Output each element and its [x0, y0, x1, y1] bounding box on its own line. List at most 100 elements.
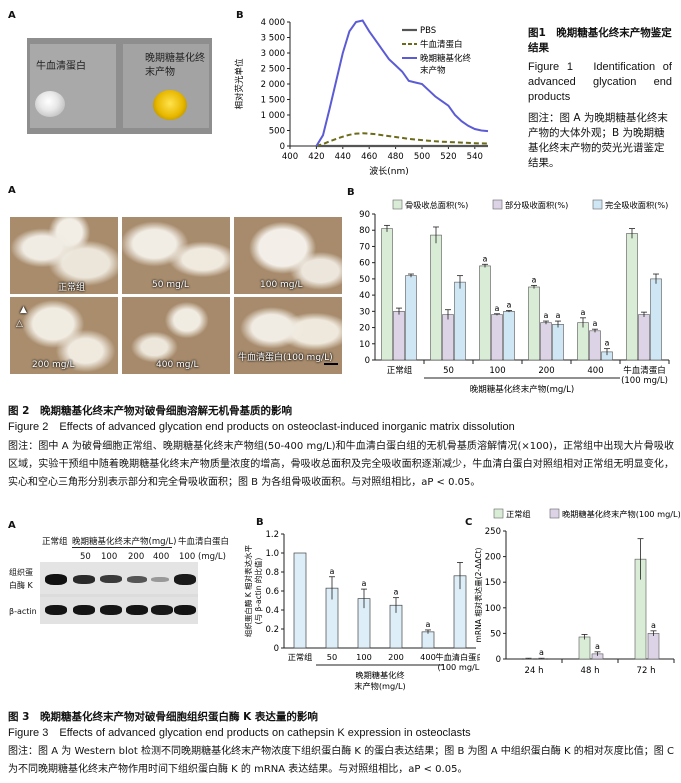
blot-conc-bsa: 100 — [179, 552, 196, 562]
x-tick-label: 400 — [587, 366, 603, 376]
bar — [381, 228, 393, 361]
fig1-panel-a-letter: A — [8, 10, 16, 21]
fig2-photo-100: 100 mg/L — [234, 217, 342, 294]
fig1-caption-zh-title: 图1 晚期糖基化终末产物鉴定结果 — [528, 27, 672, 54]
y-tick-label: 50 — [359, 275, 370, 285]
group-label: 晚期糖基化终 — [355, 670, 404, 680]
y-tick-label: 0 — [274, 644, 279, 654]
x-tick-label: 400 — [282, 152, 298, 162]
y-tick-label: 60 — [359, 259, 370, 269]
x-tick-label: 牛血清白蛋白 — [435, 652, 480, 662]
legend-label: 骨吸收总面积(%) — [405, 200, 468, 210]
legend-label: 完全吸收面积(%) — [605, 200, 668, 210]
significance-mark: a — [556, 311, 561, 320]
y-tick-label: 0 — [365, 356, 370, 366]
bar — [647, 633, 660, 660]
significance-mark: a — [394, 588, 399, 597]
bar — [552, 324, 564, 361]
y-tick-label: 70 — [359, 242, 370, 252]
bar — [540, 322, 552, 361]
vial-clear — [35, 91, 65, 117]
x-tick-label: 500 — [414, 152, 430, 162]
y-tick-label: 500 — [269, 127, 285, 137]
fig2-triangle-solid: ▲ — [20, 305, 27, 315]
fig3-panel-c-letter: C — [465, 517, 473, 528]
y-tick-label: 40 — [359, 291, 370, 301]
fig2-photo-normal: 正常组 — [10, 217, 118, 294]
legend-label: 晚期糖基化终末产物(100 mg/L) — [562, 509, 680, 519]
x-tick-label: 50 — [443, 366, 454, 376]
bar — [638, 314, 650, 361]
fig1-vials-photo: 牛血清蛋白 晚期糖基化终末产物 — [27, 38, 212, 134]
y-tick-label: 1 500 — [261, 96, 285, 106]
y-tick-label: 2 500 — [261, 65, 285, 75]
blot-conc-400: 400 — [153, 552, 170, 562]
fig2-label-400: 400 mg/L — [156, 360, 199, 370]
significance-mark: a — [330, 567, 335, 576]
y-tick-label: 0.8 — [265, 568, 279, 578]
y-axis-label: 相对荧光单位 — [234, 58, 245, 110]
blot-conc-50: 50 — [80, 552, 91, 562]
fig2-panel-b-letter: B — [347, 187, 355, 198]
y-tick-label: 1 000 — [261, 111, 285, 121]
significance-mark: a — [651, 621, 656, 630]
legend-swatch-1 — [549, 508, 560, 519]
legend-swatch-1 — [492, 199, 503, 210]
blot-label-actin: β-actin — [9, 607, 37, 616]
bar — [393, 311, 405, 361]
fig2-photo-50: 50 mg/L — [122, 217, 230, 294]
y-tick-label: 0 — [280, 142, 285, 152]
x-tick-label: 正常组 — [387, 365, 413, 376]
bar — [442, 314, 454, 361]
x-tick-label: 440 — [335, 152, 351, 162]
y-tick-label: 90 — [359, 210, 370, 220]
y-tick-label: 20 — [359, 324, 370, 334]
x-tick-label: 200 — [538, 366, 554, 376]
bar — [430, 234, 442, 361]
bar — [454, 281, 466, 361]
x-tick-label: 牛血清蛋白 — [623, 365, 666, 376]
fig3-caption-zh-title: 图 3 晚期糖基化终末产物对破骨细胞组织蛋白酶 K 表达量的影响 — [8, 711, 318, 723]
y-tick-label: 3 500 — [261, 34, 285, 44]
fig3-blot-header: 正常组 晚期糖基化终末产物(mg/L) 牛血清白蛋白 50 100 200 40… — [8, 535, 233, 565]
y-tick-label: 0.6 — [265, 587, 279, 597]
x-axis-label: 波长(nm) — [369, 165, 409, 177]
bar — [421, 631, 435, 649]
x-tick-label: 480 — [387, 152, 403, 162]
blot-conc-unit: (mg/L) — [198, 552, 226, 562]
blot-conc-100: 100 — [101, 552, 118, 562]
x-tick-label: 100 — [489, 366, 505, 376]
x-tick-label: 24 h — [525, 666, 544, 676]
group-label: 晚期糖基化终末产物(mg/L) — [470, 384, 574, 395]
y-tick-label: 250 — [485, 527, 501, 537]
fig2-label-100: 100 mg/L — [260, 280, 303, 290]
significance-mark: a — [581, 308, 586, 317]
y-tick-label: 50 — [490, 629, 501, 639]
bar — [589, 330, 601, 361]
y-tick-label: 3 000 — [261, 49, 285, 59]
y-axis-label: (与 β-actin 的比值) — [253, 558, 263, 625]
y-axis-label: mRNA 相对表达量(2-ΔΔCt) — [473, 547, 483, 642]
vial-label-ages: 晚期糖基化终末产物 — [145, 53, 205, 78]
significance-mark: a — [595, 642, 600, 651]
y-axis-label: 组织蛋白酶 K 相对表达水平 — [243, 544, 253, 637]
blot-conc-200: 200 — [128, 552, 145, 562]
legend-label: 部分吸收面积(%) — [505, 200, 568, 210]
legend-swatch-2 — [592, 199, 603, 210]
fig1-caption-note: 图注：图 A 为晚期糖基化终末产物的大体外观；B 为晚期糖基化终末产物的荧光光谱… — [528, 112, 668, 169]
legend-label: 末产物 — [420, 65, 446, 76]
x-tick-label: 420 — [308, 152, 324, 162]
series-line-1 — [316, 132, 489, 147]
significance-mark: a — [426, 620, 431, 629]
fig2-caption-en-title: Figure 2 Effects of advanced glycation e… — [8, 421, 515, 433]
fig1-caption-en-title: Figure 1 Identification of advanced glyc… — [528, 61, 672, 103]
x-tick-label: 48 h — [581, 666, 600, 676]
fig1-spectrum-chart: 0 500 1 000 1 500 2 000 2 500 3 000 3 500 4 000 4… — [234, 18, 489, 177]
fig3-mrna-chart: 正常组 晚期糖基化终末产物(100 mg/L) 0 50 100 150 200 250mRN… — [473, 508, 680, 676]
x-tick-label: 正常组 — [288, 652, 313, 662]
blot-header-underline — [72, 547, 172, 548]
fig2-triangle-open: △ — [16, 319, 23, 329]
x-tick-label: 400 — [420, 652, 436, 662]
y-tick-label: 80 — [359, 226, 370, 236]
group-label: 末产物(mg/L) — [354, 681, 405, 691]
